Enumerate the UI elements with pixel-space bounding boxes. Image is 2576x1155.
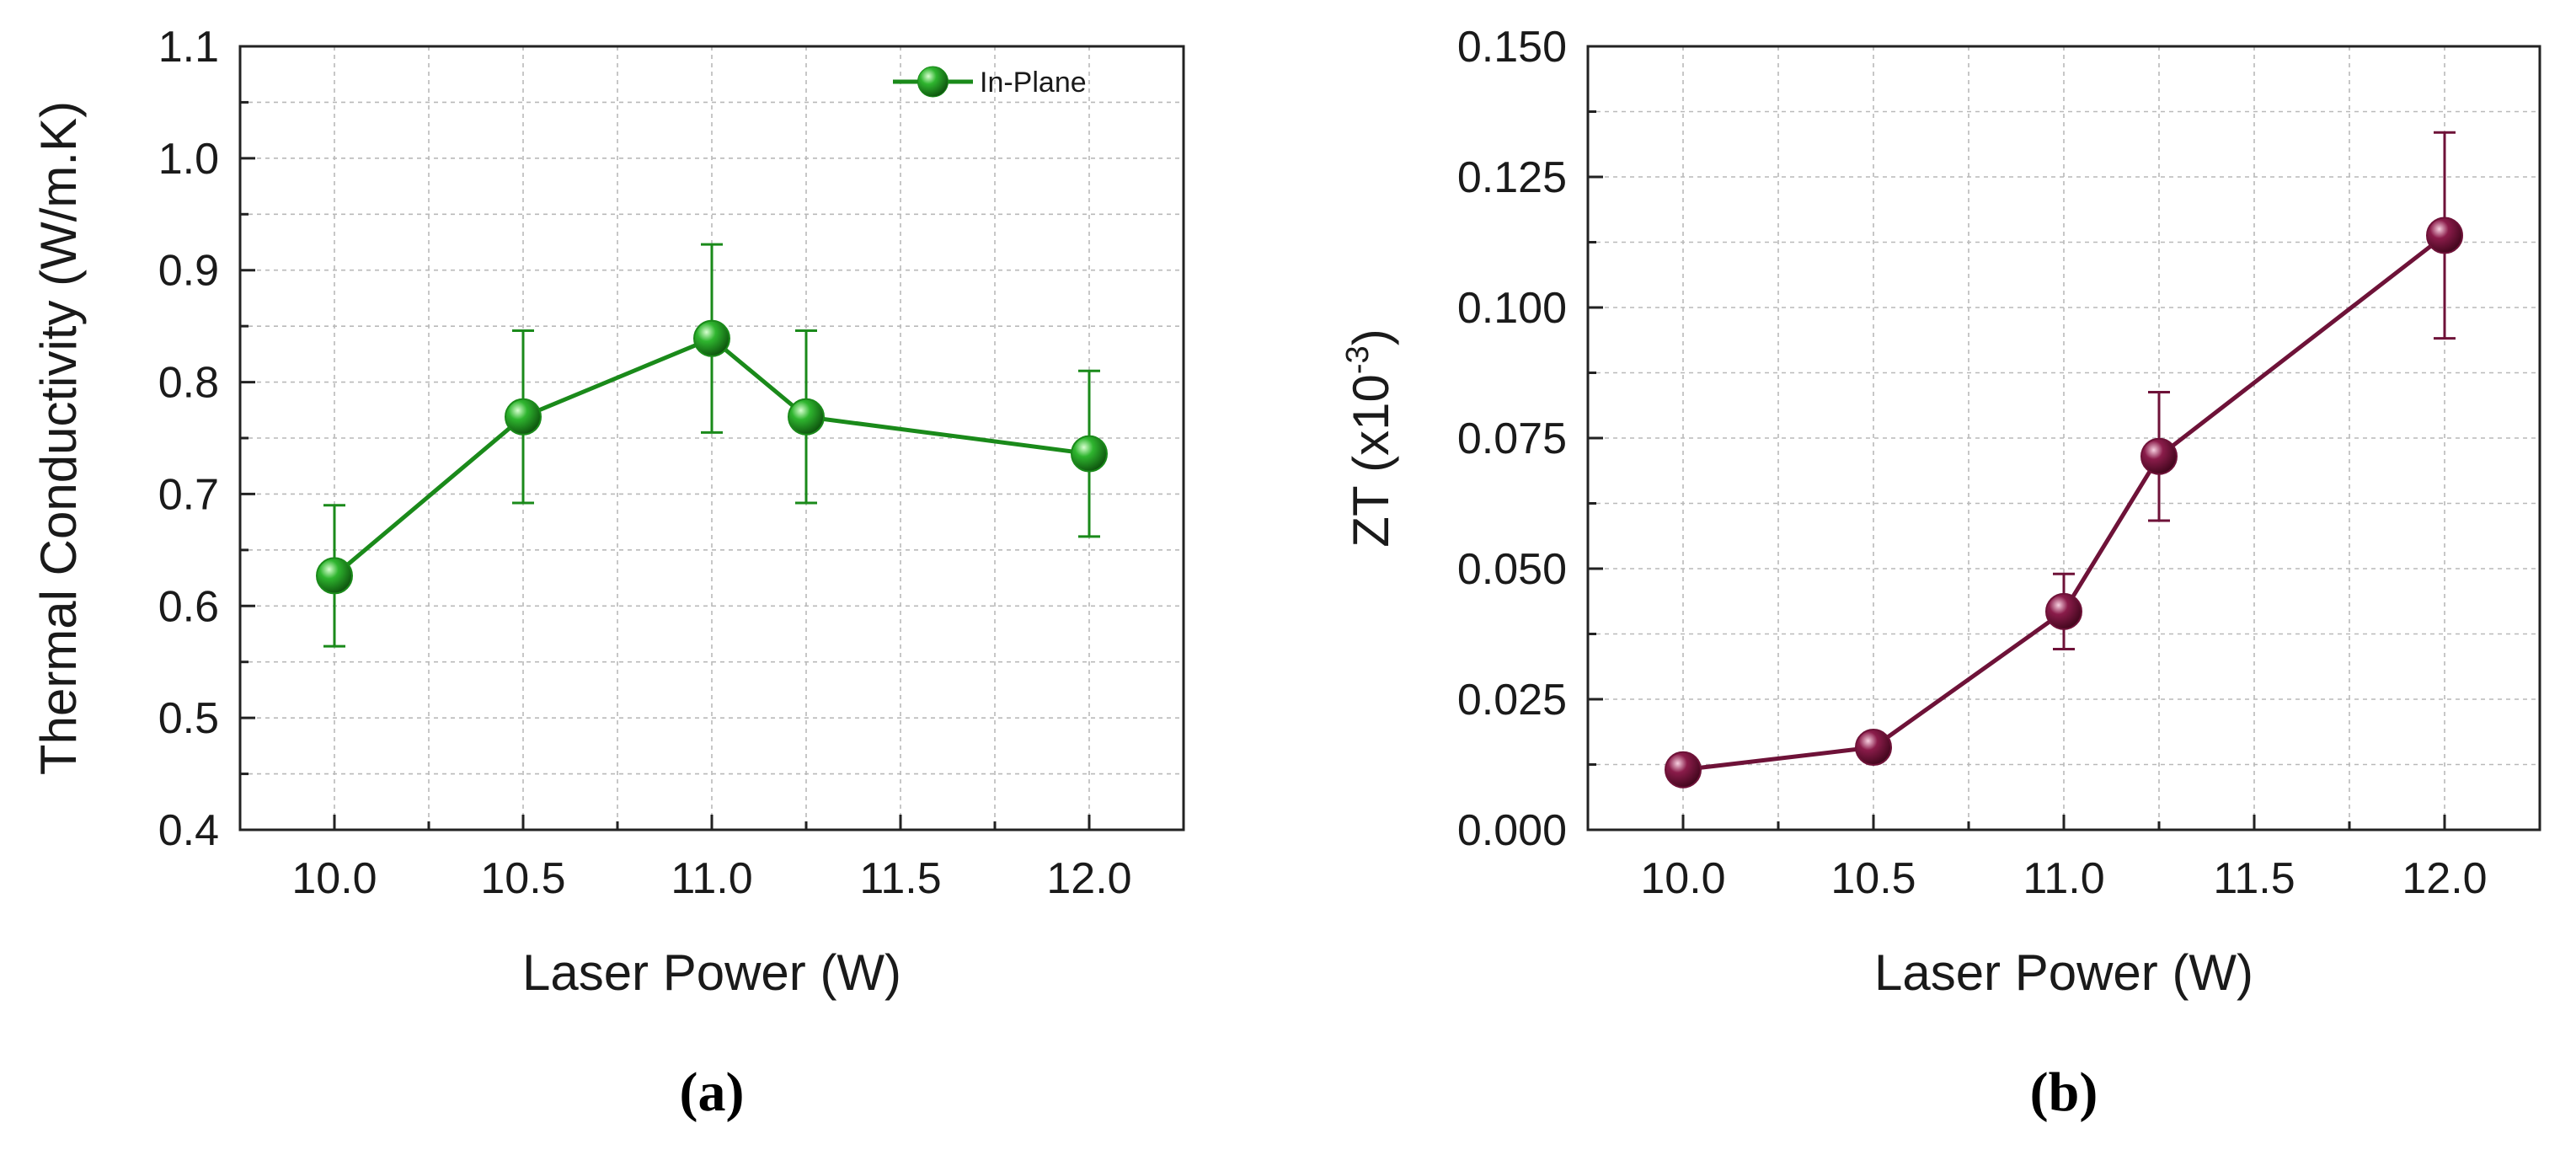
- panel-b-ticks: 0.000 0.025 0.050 0.075 0.100 0.125 0.150 10.0 1…: [1457, 23, 2488, 903]
- panel-b-gridlines: [1588, 45, 2540, 831]
- y-tick-label: 0.050: [1457, 545, 1567, 594]
- y-tick-label: 0.9: [158, 247, 219, 296]
- data-point: [2426, 217, 2463, 254]
- y-tick-label: 1.0: [158, 135, 219, 184]
- y-tick-label: 0.100: [1457, 284, 1567, 333]
- panel-b-y-label-sup: -3: [1340, 345, 1376, 374]
- x-tick-label: 10.5: [480, 854, 565, 903]
- x-tick-label: 11.5: [2213, 854, 2295, 903]
- panel-a-frame: [238, 45, 1185, 831]
- x-tick-label: 11.0: [671, 854, 752, 903]
- panel-b-frame: [1586, 45, 2541, 831]
- panel-a-x-axis-label: Laser Power (W): [522, 944, 901, 1001]
- panel-b-chart: 0.000 0.025 0.050 0.075 0.100 0.125 0.150 10.0 1…: [1340, 23, 2541, 1123]
- panel-b-y-axis-label: ZT (x10-3): [1340, 329, 1399, 547]
- panel-a-chart: 0.4 0.5 0.6 0.7 0.8 0.9 1.0 1.1 10.0 10.5 11.0 11.5…: [30, 23, 1185, 1123]
- panel-a-caption: (a): [680, 1061, 745, 1123]
- x-tick-label: 10.0: [1640, 854, 1725, 903]
- data-point: [2140, 437, 2178, 475]
- x-tick-label: 10.5: [1830, 854, 1916, 903]
- legend: In-Plane: [893, 66, 1087, 99]
- y-tick-label: 0.5: [158, 694, 219, 743]
- x-tick-label: 11.5: [859, 854, 941, 903]
- legend-marker: [917, 66, 949, 98]
- panel-b-data: [1665, 131, 2463, 789]
- data-point: [1665, 751, 1702, 789]
- panel-a-gridlines: [240, 45, 1184, 831]
- data-point: [1855, 729, 1892, 767]
- y-tick-label: 1.1: [158, 23, 219, 72]
- y-tick-label: 0.125: [1457, 153, 1567, 202]
- data-point: [2045, 592, 2082, 630]
- data-point: [316, 557, 353, 595]
- data-point: [693, 319, 730, 357]
- x-tick-label: 12.0: [1046, 854, 1131, 903]
- y-tick-label: 0.8: [158, 359, 219, 408]
- panel-b-caption: (b): [2030, 1061, 2098, 1123]
- panel-a-y-axis-label: Thermal Conductivity (W/m.K): [30, 101, 87, 775]
- x-tick-label: 10.0: [291, 854, 377, 903]
- y-tick-label: 0.150: [1457, 23, 1567, 72]
- data-point: [1071, 435, 1108, 473]
- data-point: [505, 398, 542, 436]
- y-tick-label: 0.6: [158, 582, 219, 631]
- y-tick-label: 0.4: [158, 806, 219, 855]
- y-tick-label: 0.025: [1457, 676, 1567, 725]
- x-tick-label: 11.0: [2023, 854, 2104, 903]
- panel-b-y-label-end: ): [1343, 329, 1399, 345]
- x-tick-label: 12.0: [2402, 854, 2487, 903]
- y-tick-label: 0.000: [1457, 806, 1567, 855]
- panel-b-x-axis-label: Laser Power (W): [1874, 944, 2253, 1001]
- y-tick-label: 0.7: [158, 470, 219, 519]
- panel-a-data: [316, 243, 1108, 648]
- panel-b-y-label-main: ZT (x10: [1343, 374, 1399, 548]
- data-point: [788, 398, 825, 436]
- panel-a-ticks: 0.4 0.5 0.6 0.7 0.8 0.9 1.0 1.1 10.0 10.5 11.0 11.5…: [158, 23, 1132, 903]
- y-tick-label: 0.075: [1457, 414, 1567, 463]
- legend-label: In-Plane: [980, 67, 1087, 99]
